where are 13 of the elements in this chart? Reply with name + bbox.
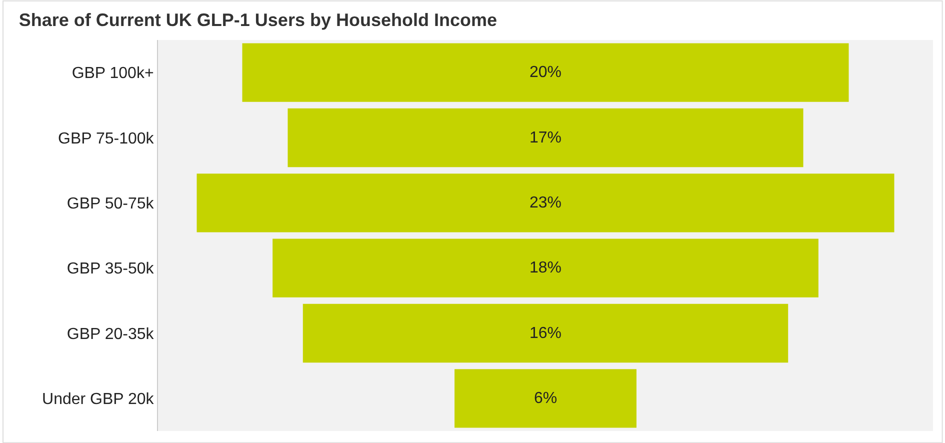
category-label: GBP 75-100k [58,130,155,148]
data-label: 16% [529,324,562,342]
data-label: 23% [529,194,562,212]
data-label: 6% [534,390,558,407]
text: Share of Current UK GLP-1 Users by Household Income [18,10,497,30]
data-label: 18% [529,260,562,277]
category-label: GBP 20-35k [66,326,155,343]
data-label: 17% [529,129,562,146]
category-label: Under GBP 20k [42,391,155,408]
data-label: 20% [529,64,562,82]
category-label: GBP 50-75k [66,196,155,213]
category-label: GBP 100k+ [72,65,154,82]
category-label: GBP 35-50k [66,260,155,278]
